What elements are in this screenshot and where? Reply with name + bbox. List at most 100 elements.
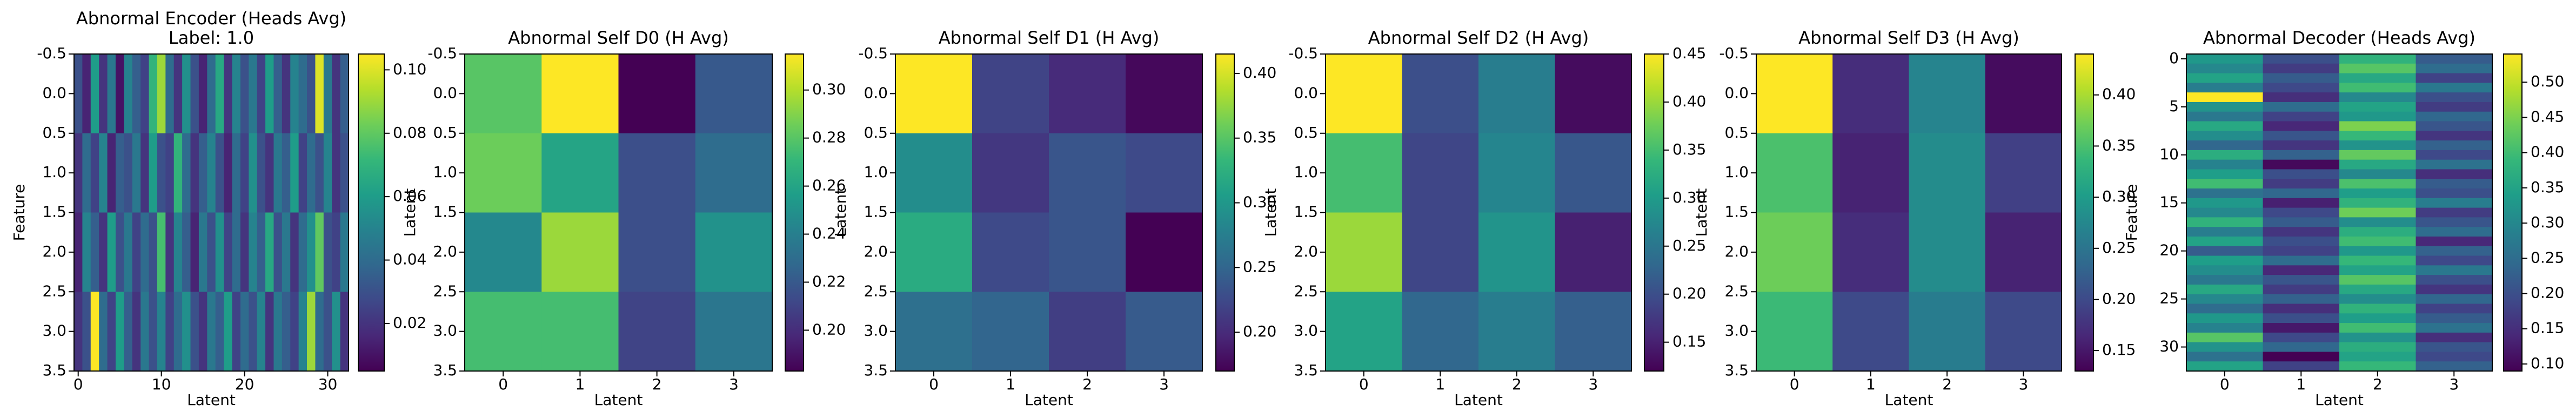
y-tick-label: 3.5 <box>864 361 888 379</box>
heatmap-cell <box>298 212 307 292</box>
chart-title: Abnormal Encoder (Heads Avg) <box>76 8 346 29</box>
heatmap-cell <box>2339 207 2416 218</box>
heatmap-cell <box>182 133 191 213</box>
heatmap-cell <box>2416 83 2493 93</box>
y-tick-label: 2.5 <box>1294 282 1318 300</box>
y-tick-label: 2.0 <box>1294 242 1318 260</box>
heatmap-cell <box>2186 198 2263 208</box>
heatmap-cell <box>74 292 83 372</box>
x-tick-label: 10 <box>152 375 171 393</box>
heatmap-cell <box>173 212 183 292</box>
heatmap-cell <box>82 292 91 372</box>
heatmap-cell <box>74 133 83 213</box>
x-axis-label: Latent <box>2315 391 2364 409</box>
heatmap-cell <box>140 54 150 134</box>
heatmap-cell <box>99 133 108 213</box>
heatmap-cell <box>1909 292 1986 372</box>
colorbar <box>358 53 385 372</box>
colorbar-tick-label: 0.30 <box>1672 188 1706 206</box>
heatmap-cell <box>695 54 773 134</box>
heatmap-cell <box>315 133 324 213</box>
heatmap-cell <box>2186 111 2263 122</box>
heatmap-cell <box>207 292 216 372</box>
colorbar-tick-label: 0.45 <box>1672 44 1706 62</box>
heatmap-cell <box>2339 255 2416 266</box>
heatmap-cell <box>2186 342 2263 352</box>
heatmap-cell <box>2339 198 2416 208</box>
heatmap-cell <box>2416 313 2493 323</box>
heatmap-cell <box>2263 121 2340 131</box>
heatmap-cell <box>1985 212 2062 292</box>
heatmap-cell <box>132 292 141 372</box>
heatmap-cell <box>2416 102 2493 112</box>
colorbar-tick-label: 0.20 <box>1672 285 1706 302</box>
colorbar-tick-label: 0.08 <box>393 124 426 141</box>
heatmap-cell <box>249 212 258 292</box>
heatmap-cell <box>115 212 124 292</box>
y-tick-label: 3.0 <box>433 322 457 340</box>
y-axis-label: Latent <box>401 188 419 237</box>
heatmap-cell <box>107 54 116 134</box>
heatmap-cell <box>2339 332 2416 343</box>
y-tick-label: 1.5 <box>864 203 888 221</box>
y-tick-label: 1.5 <box>433 203 457 221</box>
heatmap-cell <box>2416 275 2493 285</box>
heatmap-cell <box>618 54 696 134</box>
x-tick-label: 1 <box>1435 375 1445 393</box>
heatmap-cell <box>2186 188 2263 199</box>
y-tick-label: 1.5 <box>1294 203 1318 221</box>
heatmap-cell <box>249 133 258 213</box>
x-tick-label: 1 <box>2296 375 2306 393</box>
heatmap-cell <box>541 133 619 213</box>
heatmap-cell <box>307 212 316 292</box>
chart-title: Abnormal Self D0 (H Avg) <box>508 28 728 48</box>
heatmap-cell <box>2186 284 2263 295</box>
heatmap-cell <box>2263 111 2340 122</box>
heatmap-cell <box>2339 342 2416 352</box>
heatmap-cell <box>541 212 619 292</box>
x-tick-label: 1 <box>1006 375 1015 393</box>
heatmap-cell <box>2339 361 2416 372</box>
heatmap-cell <box>2186 246 2263 257</box>
heatmap-cell <box>465 133 542 213</box>
heatmap-cell <box>2263 217 2340 227</box>
x-tick-label: 0 <box>1359 375 1369 393</box>
heatmap-cell <box>323 54 332 134</box>
heatmap-cell <box>215 292 224 372</box>
heatmap-cell <box>232 133 241 213</box>
heatmap-cell <box>190 212 199 292</box>
heatmap-cell <box>173 133 183 213</box>
heatmap-cell <box>1756 212 1833 292</box>
heatmap-cell <box>157 133 166 213</box>
heatmap-cell <box>2263 92 2340 103</box>
y-tick-label: 3.5 <box>42 361 66 379</box>
heatmap-cell <box>140 292 150 372</box>
colorbar <box>785 53 804 372</box>
x-tick-label: 0 <box>2220 375 2230 393</box>
y-tick-label: 0.0 <box>1724 84 1749 102</box>
heatmap-cell <box>2339 159 2416 170</box>
heatmap-cell <box>2263 159 2340 170</box>
heatmap-cell <box>340 54 349 134</box>
y-tick-label: 0.0 <box>433 84 457 102</box>
heatmap-cell <box>1909 54 1986 134</box>
heatmap-cell <box>2416 246 2493 257</box>
heatmap-cell <box>1832 54 1909 134</box>
colorbar-tick-label: 0.24 <box>812 225 846 242</box>
heatmap-cell <box>107 133 116 213</box>
colorbar <box>2075 53 2094 372</box>
heatmap-cell <box>618 212 696 292</box>
heatmap-cell <box>2263 131 2340 141</box>
heatmap-cell <box>2263 140 2340 151</box>
heatmap-cell <box>2186 159 2263 170</box>
heatmap-cell <box>198 54 208 134</box>
heatmap-cell <box>1049 133 1126 213</box>
heatmap-cell <box>340 292 349 372</box>
y-tick-label: 2.5 <box>1724 282 1749 300</box>
y-tick-label: 30 <box>2159 338 2179 355</box>
heatmap-cell <box>1478 54 1555 134</box>
x-tick-label: 20 <box>235 375 255 393</box>
heatmap-cell <box>2186 332 2263 343</box>
heatmap-cell <box>2263 265 2340 275</box>
heatmap-cell <box>2339 131 2416 141</box>
